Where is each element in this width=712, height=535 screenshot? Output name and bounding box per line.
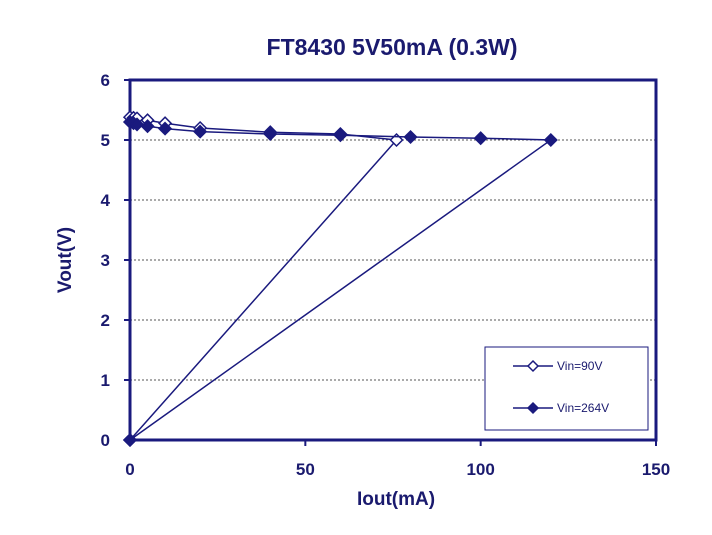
data-point <box>333 128 348 143</box>
legend-label-vin90: Vin=90V <box>557 359 603 373</box>
series-group <box>122 110 558 448</box>
y-axis-label: Vout(V) <box>55 227 76 293</box>
y-tick-label: 2 <box>101 311 110 330</box>
data-point <box>263 126 278 142</box>
data-point <box>122 432 138 448</box>
y-tick-label: 3 <box>101 251 110 270</box>
data-point <box>193 124 208 139</box>
x-tick-label: 150 <box>642 460 670 479</box>
y-tick-label: 5 <box>101 131 110 150</box>
x-tick-label: 100 <box>466 460 494 479</box>
y-tick-label: 1 <box>101 371 110 390</box>
gridlines <box>130 139 656 381</box>
x-axis-label: Iout(mA) <box>357 489 435 510</box>
data-point <box>129 117 145 132</box>
legend-box <box>484 346 649 431</box>
legend-marker-vin264 <box>526 401 540 415</box>
data-point <box>158 121 173 136</box>
legend: Vin=90V Vin=264V <box>484 346 649 431</box>
chart-title: FT8430 5V50mA (0.3W) <box>267 34 518 60</box>
x-tick-label: 0 <box>125 460 134 479</box>
legend-marker-vin90 <box>526 359 540 373</box>
y-tick-label: 0 <box>101 431 110 450</box>
data-point <box>473 131 488 146</box>
data-point <box>140 119 155 134</box>
legend-label-vin264: Vin=264V <box>557 401 609 415</box>
y-tick-label: 4 <box>101 191 111 210</box>
series-1 <box>122 114 558 448</box>
y-tick-label: 6 <box>101 71 110 90</box>
series-0 <box>122 110 404 448</box>
data-point <box>543 132 558 148</box>
data-point <box>403 129 418 145</box>
x-tick-label: 50 <box>296 460 315 479</box>
